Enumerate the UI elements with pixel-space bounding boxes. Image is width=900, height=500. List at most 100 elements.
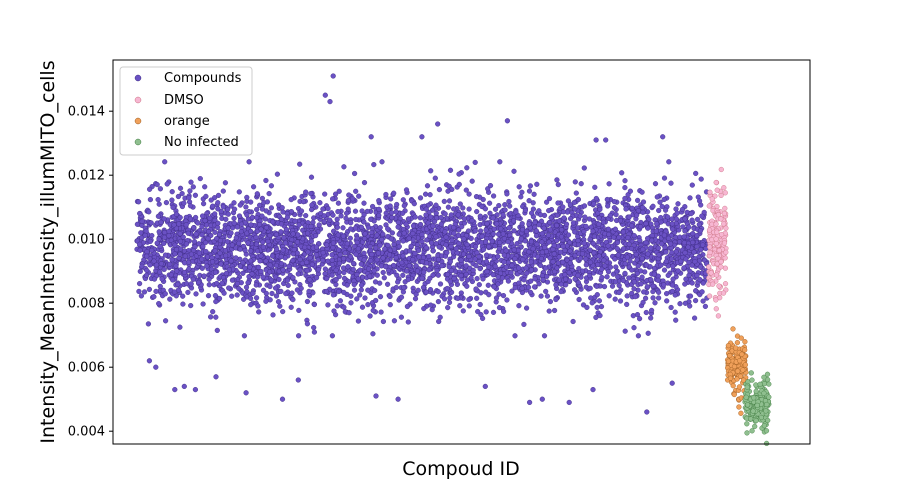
point-compounds: [523, 305, 530, 311]
point-compounds: [367, 313, 373, 319]
point-compounds: [656, 207, 662, 214]
point-compounds: [358, 287, 364, 293]
y-tick-label: 0.004: [68, 425, 105, 440]
point-compounds: [669, 249, 675, 256]
point-compounds: [213, 374, 219, 380]
point-compounds: [637, 237, 643, 244]
point-compounds: [700, 298, 706, 304]
point-compounds: [341, 164, 347, 170]
point-compounds: [290, 231, 296, 237]
point-compounds: [361, 250, 367, 256]
point-compounds: [297, 256, 303, 263]
point-compounds: [231, 200, 237, 206]
point-compounds: [455, 212, 461, 218]
point-compounds: [262, 216, 268, 222]
point-compounds: [654, 221, 660, 227]
point-compounds: [278, 253, 284, 260]
point-compounds: [335, 209, 341, 215]
point-compounds: [336, 188, 342, 194]
point-compounds: [540, 277, 546, 283]
point-compounds: [348, 293, 354, 299]
point-compounds: [171, 222, 177, 228]
point-compounds: [298, 285, 304, 292]
point-compounds: [523, 265, 529, 271]
point-compounds: [670, 263, 676, 269]
point-compounds: [527, 183, 534, 189]
point-compounds: [303, 189, 309, 195]
point-compounds: [149, 247, 155, 254]
point-compounds: [431, 219, 438, 225]
point-dmso: [709, 196, 715, 202]
point-compounds: [606, 231, 612, 238]
point-compounds: [590, 240, 596, 247]
point-compounds: [651, 265, 658, 272]
point-compounds: [664, 214, 671, 220]
point-dmso: [713, 221, 719, 227]
point-compounds: [408, 243, 414, 249]
point-compounds: [181, 200, 187, 206]
point-compounds: [341, 275, 348, 282]
point-compounds: [475, 309, 481, 315]
point-compounds: [304, 298, 311, 305]
point-compounds: [218, 261, 224, 267]
point-compounds: [596, 221, 602, 227]
point-compounds: [228, 203, 234, 209]
point-compounds: [187, 188, 193, 194]
point-compounds: [329, 333, 336, 339]
point-compounds: [381, 275, 387, 281]
point-compounds: [698, 247, 704, 253]
point-compounds: [417, 215, 423, 221]
point-compounds: [209, 259, 216, 265]
point-compounds: [335, 232, 341, 238]
point-compounds: [586, 273, 593, 279]
point-compounds: [357, 267, 363, 273]
point-compounds: [283, 291, 289, 297]
point-compounds: [337, 252, 343, 258]
point-compounds: [243, 284, 250, 290]
point-dmso: [714, 229, 720, 235]
point-compounds: [545, 232, 552, 238]
point-compounds: [692, 259, 698, 265]
point-compounds: [274, 246, 280, 252]
point-compounds: [461, 216, 467, 222]
point-compounds: [554, 238, 560, 244]
point-compounds: [473, 286, 479, 292]
point-compounds: [316, 222, 322, 228]
point-compounds: [244, 212, 250, 218]
point-compounds: [264, 199, 271, 205]
point-compounds: [490, 272, 496, 278]
point-compounds: [250, 290, 256, 296]
point-compounds: [373, 245, 379, 251]
point-compounds: [266, 191, 272, 197]
point-compounds: [526, 188, 533, 194]
point-compounds: [347, 254, 354, 260]
point-compounds: [633, 212, 640, 218]
point-compounds: [597, 313, 603, 319]
point-compounds: [228, 258, 234, 264]
point-compounds: [377, 242, 383, 248]
point-compounds: [410, 223, 417, 229]
point-compounds: [544, 279, 551, 285]
point-compounds: [554, 265, 560, 271]
point-compounds: [207, 215, 213, 221]
point-compounds: [245, 280, 251, 286]
point-compounds: [196, 250, 203, 256]
point-compounds: [606, 293, 612, 299]
point-compounds: [263, 208, 269, 214]
point-compounds: [530, 246, 536, 252]
point-no-infected: [765, 417, 771, 424]
point-compounds: [557, 249, 564, 255]
data-points: [134, 73, 772, 447]
point-compounds: [496, 305, 503, 311]
point-compounds: [224, 239, 231, 245]
point-compounds: [528, 278, 534, 284]
point-compounds: [553, 296, 559, 303]
point-compounds: [172, 387, 178, 393]
point-compounds: [526, 221, 532, 227]
point-compounds: [249, 214, 256, 221]
point-compounds: [438, 214, 444, 221]
point-compounds: [212, 248, 218, 254]
point-compounds: [205, 293, 212, 299]
point-no-infected: [764, 401, 770, 408]
point-compounds: [248, 258, 254, 264]
